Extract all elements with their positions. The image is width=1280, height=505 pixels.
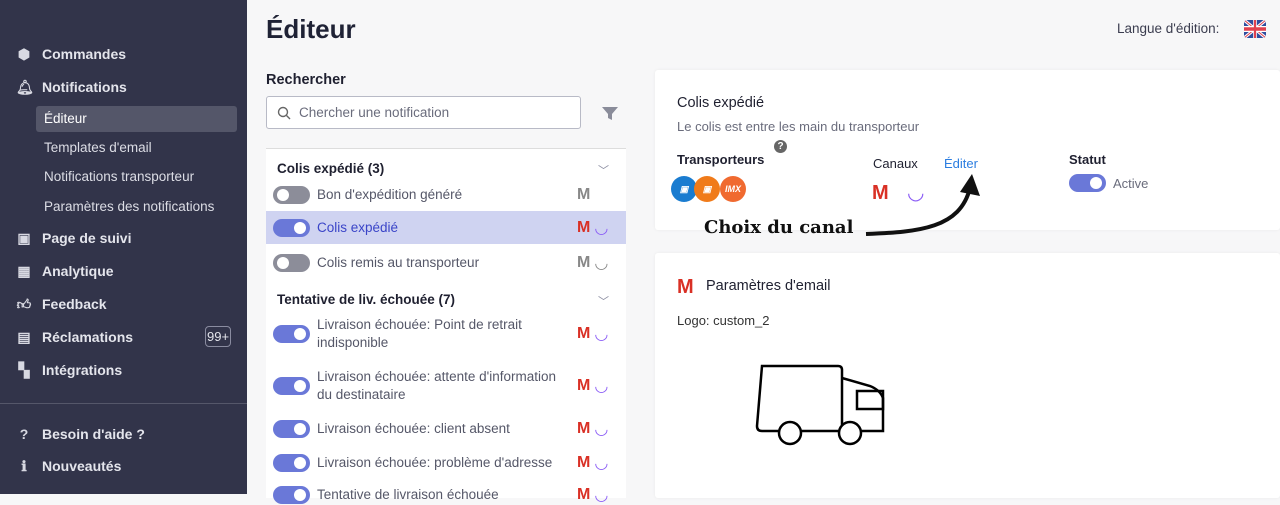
group-header[interactable]: Colis expédié (3) — [277, 161, 385, 176]
logo-label: Logo: custom_2 — [677, 313, 770, 328]
notification-detail-card — [655, 70, 1280, 230]
list-item[interactable]: Bon d'expédition généré M — [266, 183, 626, 207]
list-item[interactable]: Livraison échouée: client absent M ◡ — [266, 419, 626, 439]
gmail-icon: M — [872, 182, 889, 204]
toggle[interactable] — [273, 420, 310, 438]
detail-title: Colis expédié — [677, 95, 765, 111]
carriers-label: Transporteurs — [677, 152, 765, 167]
sidebar: ⬢ Commandes 🔔︎ Notifications Éditeur Templ… — [0, 0, 247, 494]
detail-description: Le colis est entre les main du transport… — [677, 119, 920, 134]
list-item[interactable]: Colis expédié M ◡ — [266, 211, 626, 244]
sidebar-item-aide[interactable]: ? Besoin d'aide ? — [16, 426, 145, 442]
annotation-arrow — [865, 174, 980, 236]
gmail-icon: M — [577, 420, 591, 437]
info-icon: ℹ — [21, 458, 27, 474]
toggle[interactable] — [273, 254, 310, 272]
sidebar-item-reclamations[interactable]: ▤ Réclamations — [17, 329, 134, 345]
sidebar-subitem-editeur[interactable]: Éditeur — [36, 106, 237, 132]
sms-channel-icon: ◡ — [907, 182, 925, 204]
gmail-icon: M — [577, 186, 591, 203]
chart-icon: ▦ — [17, 263, 31, 279]
status-toggle[interactable] — [1069, 174, 1106, 192]
search-icon — [277, 106, 291, 119]
toggle[interactable] — [273, 377, 310, 395]
sidebar-subitem-notifications-transporteur[interactable]: Notifications transporteur — [44, 169, 195, 184]
toggle[interactable] — [273, 186, 310, 204]
filter-icon[interactable] — [602, 107, 618, 121]
gmail-icon: M — [577, 325, 591, 342]
uk-flag-icon[interactable] — [1244, 20, 1266, 38]
archive-icon: ▤ — [17, 329, 31, 345]
truck-logo-image — [755, 364, 885, 446]
channels-label: Canaux — [873, 156, 918, 171]
page-title: Éditeur — [266, 14, 356, 44]
thumbs-up-icon: 👍︎ — [16, 296, 32, 312]
toggle[interactable] — [273, 486, 310, 504]
gmail-icon: M — [577, 254, 591, 271]
sms-channel-icon: ◡ — [594, 455, 609, 472]
sidebar-item-page-de-suivi[interactable]: ▣ Page de suivi — [17, 230, 132, 246]
sms-channel-icon: ◡ — [594, 487, 609, 504]
chevron-down-icon[interactable]: ﹀ — [598, 165, 609, 177]
status-value: Active — [1113, 176, 1149, 191]
sms-channel-icon: ◡ — [594, 326, 609, 343]
toggle[interactable] — [273, 218, 310, 237]
status-label: Statut — [1069, 152, 1106, 167]
toggle[interactable] — [273, 325, 310, 343]
sidebar-divider — [0, 403, 247, 404]
gmail-icon: M — [677, 276, 694, 298]
sidebar-item-feedback[interactable]: 👍︎ Feedback — [16, 296, 107, 312]
chevron-down-icon[interactable]: ﹀ — [598, 296, 609, 308]
edit-channels-link[interactable]: Éditer — [944, 156, 978, 171]
sidebar-item-analytique[interactable]: ▦ Analytique — [17, 263, 114, 279]
sms-channel-icon: ◡ — [594, 378, 609, 395]
gmail-icon: M — [577, 454, 591, 471]
package-icon: ⬢ — [17, 46, 31, 62]
group-header[interactable]: Tentative de liv. échouée (7) — [277, 292, 456, 307]
list-item[interactable]: Livraison échouée: problème d'adresse M ◡ — [266, 453, 626, 473]
integrations-icon: ▚ — [18, 362, 30, 378]
sidebar-item-integrations[interactable]: ▚ Intégrations — [16, 362, 123, 378]
gmail-icon: M — [577, 377, 591, 394]
sms-channel-icon: ◡ — [594, 421, 609, 438]
sidebar-item-notifications[interactable]: 🔔︎ Notifications — [16, 79, 127, 95]
bell-icon: 🔔︎ — [16, 79, 34, 95]
sms-channel-icon: ◡ — [594, 255, 609, 272]
reclamations-count-badge: 99+ — [205, 326, 232, 347]
carrier-logo-chronopost: ▣ — [694, 176, 720, 202]
sidebar-item-commandes[interactable]: ⬢ Commandes — [17, 46, 127, 62]
sidebar-subitem-parametres[interactable]: Paramètres des notifications — [44, 199, 215, 214]
language-label: Langue d'édition: — [1117, 21, 1220, 36]
annotation-label: Choix du canal — [704, 217, 854, 238]
gmail-icon: M — [577, 218, 591, 236]
list-item[interactable]: Livraison échouée: Point de retrait indi… — [266, 315, 626, 353]
search-label: Rechercher — [266, 72, 346, 88]
help-icon[interactable]: ? — [774, 140, 787, 153]
list-item[interactable]: Tentative de livraison échouée M ◡ — [266, 485, 626, 505]
help-icon: ? — [19, 426, 29, 442]
toggle[interactable] — [273, 454, 310, 472]
sidebar-item-nouveautes[interactable]: ℹ Nouveautés — [16, 458, 121, 474]
search-input[interactable] — [299, 105, 559, 120]
list-item[interactable]: Colis remis au transporteur M ◡ — [266, 251, 626, 275]
sms-channel-icon: ◡ — [594, 219, 609, 237]
email-settings-card — [655, 253, 1280, 498]
tracking-page-icon: ▣ — [17, 230, 31, 246]
sidebar-subitem-templates[interactable]: Templates d'email — [44, 140, 152, 155]
notification-list: Colis expédié (3) ﹀ Bon d'expédition gén… — [266, 148, 626, 504]
carrier-logo-colissimo: ▣ — [671, 176, 697, 202]
carrier-logo-imx: IMX — [720, 176, 746, 202]
gmail-icon: M — [577, 486, 591, 503]
search-box — [266, 96, 581, 129]
list-item[interactable]: Livraison échouée: attente d'information… — [266, 367, 626, 405]
email-settings-title: Paramètres d'email — [706, 278, 831, 294]
